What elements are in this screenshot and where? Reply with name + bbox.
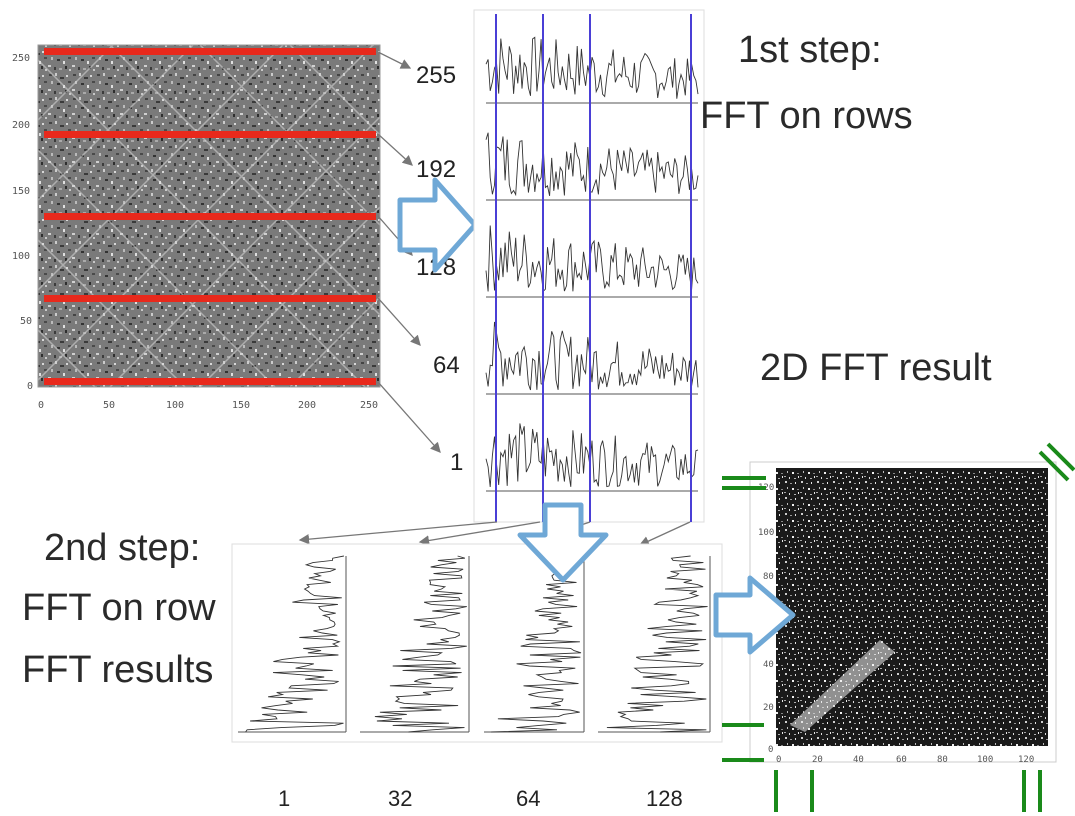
flow-arrow-right-icon	[713, 575, 796, 655]
source-image-frame	[37, 44, 381, 388]
result-x-tick: 80	[937, 755, 948, 765]
row-fft-plots	[485, 36, 699, 492]
column-fft-trace	[491, 555, 582, 733]
highlight-row-192	[44, 131, 376, 138]
highlight-row-255	[44, 48, 376, 55]
result-heading: 2D FFT result	[760, 347, 992, 389]
result-x-tick: 0	[776, 755, 781, 765]
source-image-panel: 250 200 150 100 50 0 0 50 100 150 200 25…	[12, 44, 381, 411]
result-x-tick: 60	[896, 755, 907, 765]
row-fft-panel	[473, 9, 705, 523]
result-y-tick: 40	[763, 660, 774, 670]
source-x-tick: 50	[103, 400, 115, 411]
source-y-tick: 50	[20, 316, 32, 327]
step2-heading-line1: 2nd step:	[44, 527, 200, 569]
result-x-tick: 120	[1018, 755, 1034, 765]
result-y-tick: 100	[758, 528, 774, 538]
result-x-tick: 40	[853, 755, 864, 765]
highlight-row-64	[44, 295, 376, 302]
flow-arrow-right-icon	[397, 177, 478, 273]
result-x-tick: 100	[977, 755, 993, 765]
step2-heading-line3: FFT results	[22, 649, 213, 691]
source-x-tick: 100	[166, 400, 184, 411]
source-y-tick: 0	[27, 381, 33, 392]
column-label-64: 64	[516, 786, 540, 811]
source-y-tick: 100	[12, 251, 30, 262]
result-y-tick: 0	[768, 745, 773, 755]
slash-mark-topright	[1046, 442, 1075, 472]
row-label-64: 64	[433, 352, 460, 379]
source-x-tick: 200	[298, 400, 316, 411]
row-fft-trace	[485, 225, 699, 293]
source-x-tick: 150	[232, 400, 250, 411]
row-label-1: 1	[450, 449, 463, 476]
row-fft-trace	[485, 423, 699, 488]
column-fft-panel	[231, 543, 723, 743]
column-fft-trace	[374, 555, 467, 733]
result-y-tick: 120	[758, 483, 774, 493]
row-label-255: 255	[416, 62, 456, 89]
step1-heading-line1: 1st step:	[738, 29, 882, 71]
column-fft-trace	[245, 555, 344, 733]
source-x-tick: 250	[360, 400, 378, 411]
result-image-panel: 120 100 80 60 40 20 0 0 20 40 60 80 100 …	[749, 461, 1057, 765]
row-fft-trace	[485, 36, 699, 99]
source-y-tick: 150	[12, 186, 30, 197]
source-y-tick: 250	[12, 53, 30, 64]
row-fft-trace	[485, 321, 699, 391]
source-y-tick: 200	[12, 120, 30, 131]
result-x-tick: 20	[812, 755, 823, 765]
flow-arrow-down-icon	[517, 502, 609, 583]
highlight-row-1	[44, 378, 376, 385]
result-y-tick: 20	[763, 703, 774, 713]
slash-mark-topright	[1038, 450, 1070, 482]
column-fft-trace	[606, 555, 708, 733]
diagonal-texture	[37, 44, 381, 388]
step2-heading-line2: FFT on row	[22, 587, 216, 629]
column-label-32: 32	[388, 786, 412, 811]
highlight-row-128	[44, 213, 376, 220]
result-diagonal-band	[790, 640, 895, 732]
boundary-marks	[722, 442, 1075, 812]
row-fft-trace	[485, 132, 699, 197]
result-y-tick: 80	[763, 572, 774, 582]
source-x-tick: 0	[38, 400, 44, 411]
column-pointers	[298, 521, 691, 546]
column-label-1: 1	[278, 786, 290, 811]
column-label-128: 128	[646, 786, 683, 811]
step1-heading-line2: FFT on rows	[700, 95, 913, 137]
column-fft-plots	[238, 555, 711, 733]
